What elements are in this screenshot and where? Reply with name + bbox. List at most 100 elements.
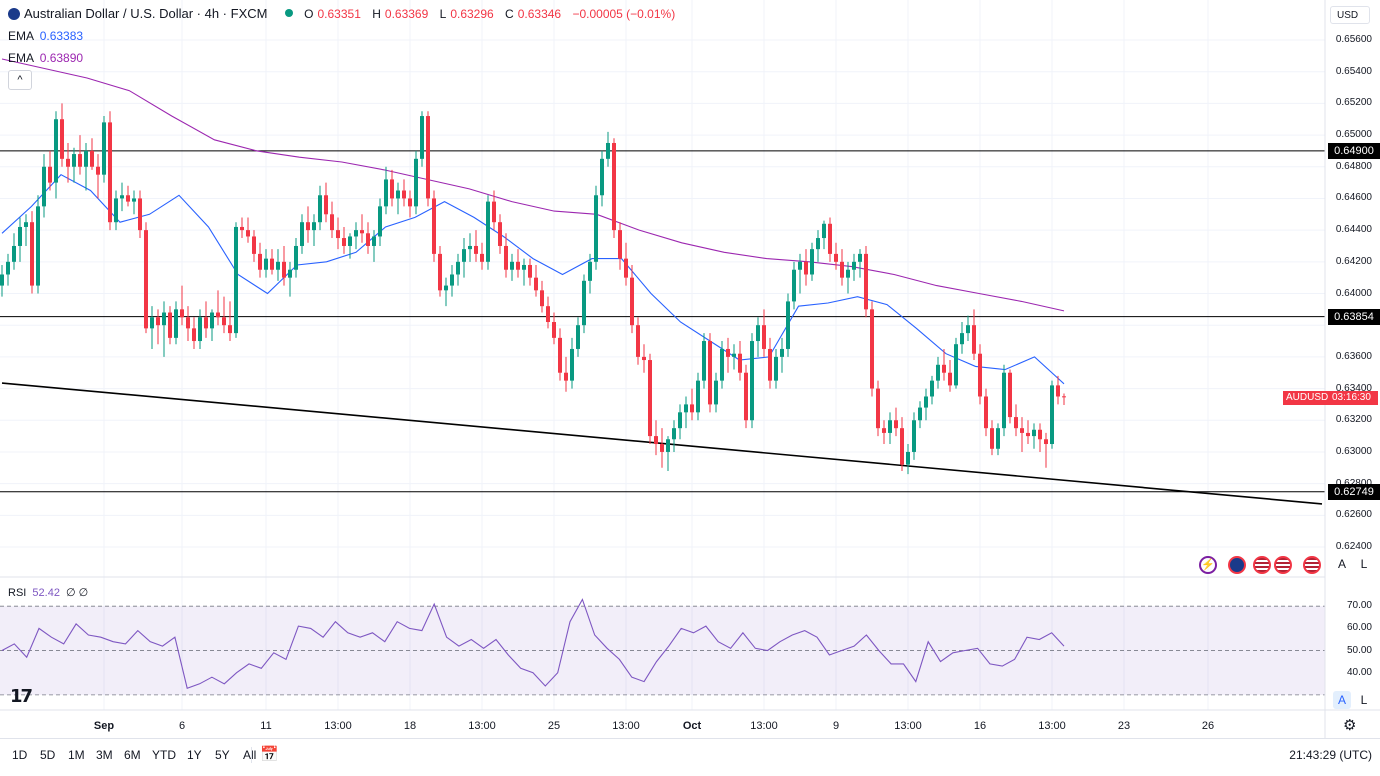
candle-body xyxy=(648,360,652,437)
candle-body xyxy=(804,261,808,275)
candle-body xyxy=(1032,429,1036,437)
tradingview-logo-icon[interactable]: 17 xyxy=(10,686,33,707)
symbol-title: Australian Dollar / U.S. Dollar · 4h · F… xyxy=(24,6,268,21)
timeframe-5d-button[interactable]: 5D xyxy=(40,748,56,762)
candle-body xyxy=(762,325,766,349)
candle-body xyxy=(342,238,346,246)
rsi-tick-label: 40.00 xyxy=(1346,666,1372,678)
candle-body xyxy=(474,245,478,254)
ohlc-values: O 0.63351 H 0.63369 L 0.63296 C 0.63346 −0.0… xyxy=(304,7,676,21)
market-status-icon xyxy=(284,9,293,17)
timeframe-ytd-button[interactable]: YTD xyxy=(152,748,176,762)
candle-body xyxy=(828,223,832,254)
candle-body xyxy=(996,428,1000,449)
candle-body xyxy=(168,312,172,338)
time-tick-label: 23 xyxy=(1117,720,1131,732)
time-tick-label: 16 xyxy=(973,720,987,732)
candle-body xyxy=(876,388,880,429)
symbol-legend[interactable]: Australian Dollar / U.S. Dollar · 4h · F… xyxy=(8,6,679,21)
candle-body xyxy=(738,353,742,373)
us-event-flag-icon[interactable] xyxy=(1303,556,1321,574)
candle-body xyxy=(822,223,826,239)
candle-body xyxy=(726,348,730,357)
candle-body xyxy=(636,325,640,357)
candle-body xyxy=(498,222,502,246)
candle-body xyxy=(300,222,304,246)
timeframe-5y-button[interactable]: 5Y xyxy=(215,748,230,762)
candle-body xyxy=(438,253,442,291)
au-event-flag-icon[interactable] xyxy=(1228,556,1246,574)
candle-body xyxy=(612,142,616,231)
currency-selector[interactable]: USD xyxy=(1330,6,1370,24)
candle-body xyxy=(270,258,274,270)
candle-body xyxy=(330,214,334,231)
candle-body xyxy=(546,306,550,323)
time-tick-label: 13:00 xyxy=(1038,720,1066,732)
ema-slow-legend[interactable]: EMA 0.63890 xyxy=(8,51,84,65)
candle-body xyxy=(192,328,196,342)
candle-body xyxy=(624,258,628,278)
rsi-log-scale-button[interactable]: L xyxy=(1360,693,1368,707)
candle-body xyxy=(606,142,610,159)
candle-body xyxy=(336,230,340,239)
candle-body xyxy=(174,309,178,338)
candle-body xyxy=(576,325,580,349)
candle-body xyxy=(30,222,34,286)
time-tick-label: 13:00 xyxy=(468,720,496,732)
us-event-flag-icon[interactable] xyxy=(1253,556,1271,574)
price-tick-label: 0.62800 xyxy=(1336,478,1372,489)
price-tick-label: 0.65600 xyxy=(1335,34,1372,45)
candle-body xyxy=(288,269,292,278)
ema-slow-polyline xyxy=(1,58,1065,312)
gear-icon[interactable]: ⚙ xyxy=(1343,717,1357,734)
us-event-flag-icon[interactable] xyxy=(1274,556,1292,574)
candle-body xyxy=(582,280,586,326)
candle-body xyxy=(948,372,952,386)
price-tick-label: 0.63400 xyxy=(1335,382,1372,394)
candle-body xyxy=(12,245,16,262)
candle-body xyxy=(366,233,370,246)
candle-body xyxy=(564,372,568,381)
candle-body xyxy=(444,285,448,291)
candle-body xyxy=(486,201,490,262)
candle-body xyxy=(942,364,946,373)
collapse-legend-button[interactable]: ^ xyxy=(8,70,32,90)
candle-body xyxy=(618,230,622,259)
timeframe-1m-button[interactable]: 1M xyxy=(68,748,85,762)
time-tick-label: 13:00 xyxy=(750,720,778,732)
candle-body xyxy=(900,428,904,465)
timeframe-1d-button[interactable]: 1D xyxy=(12,748,28,762)
auto-scale-button[interactable]: A xyxy=(1337,557,1346,571)
price-tick-label: 0.65000 xyxy=(1335,129,1372,141)
timeframe-all-button[interactable]: All xyxy=(243,748,257,762)
rsi-auto-scale-button[interactable]: A xyxy=(1333,691,1351,709)
clock[interactable]: 21:43:29 (UTC) xyxy=(1289,748,1372,762)
rsi-pane xyxy=(0,598,1325,696)
timeframe-1y-button[interactable]: 1Y xyxy=(187,748,202,762)
candle-body xyxy=(222,317,226,326)
candle-body xyxy=(18,226,22,246)
ema-fast-legend[interactable]: EMA 0.63383 xyxy=(8,29,84,43)
candle-body xyxy=(144,230,148,329)
candle-body xyxy=(390,179,394,199)
candle-body xyxy=(960,333,964,345)
candle-body xyxy=(744,372,748,421)
candle-body xyxy=(450,274,454,286)
candle-body xyxy=(750,341,754,421)
price-marker-label: 0.64900 xyxy=(1328,142,1380,159)
lightning-icon[interactable]: ⚡ xyxy=(1199,556,1217,574)
rsi-legend[interactable]: RSI 52.42 ∅ ∅ xyxy=(8,587,89,599)
candle-body xyxy=(210,312,214,329)
candle-body xyxy=(660,444,664,452)
candle-body xyxy=(522,264,526,270)
candle-body xyxy=(666,439,670,452)
calendar-icon[interactable]: 📅 xyxy=(260,746,279,763)
candle-body xyxy=(96,166,100,175)
candle-body xyxy=(198,317,202,342)
candle-body xyxy=(552,322,556,338)
timeframe-6m-button[interactable]: 6M xyxy=(124,748,141,762)
price-tick-label: 0.64800 xyxy=(1335,160,1372,172)
timeframe-3m-button[interactable]: 3M xyxy=(96,748,113,762)
log-scale-button[interactable]: L xyxy=(1360,557,1368,571)
